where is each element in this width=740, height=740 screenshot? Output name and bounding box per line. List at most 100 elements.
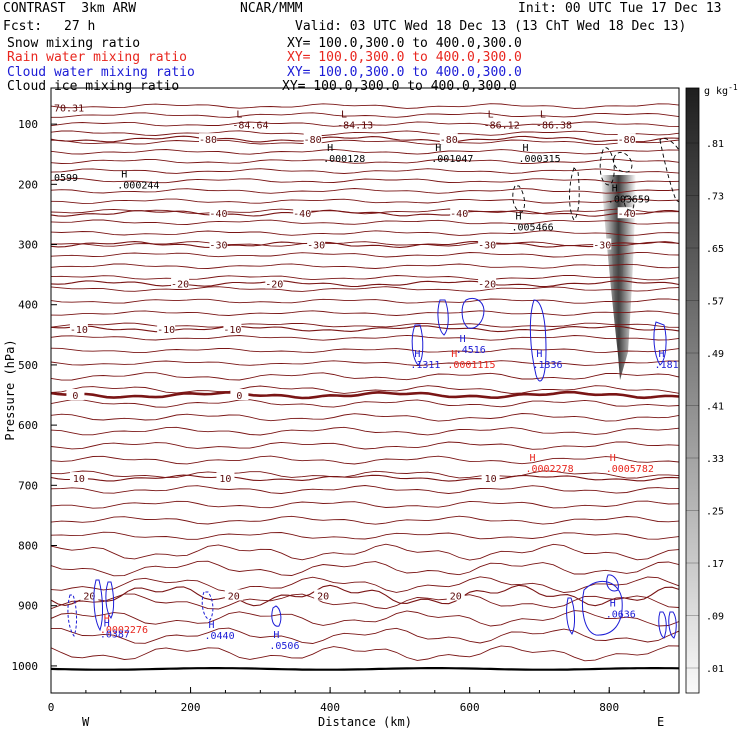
isotherm-label: -80 (304, 135, 322, 146)
extremum-value: -84.13 (337, 120, 373, 131)
extremum-value: .1336 (532, 360, 562, 371)
isotherm (51, 274, 679, 281)
cloud-water-contour (653, 321, 667, 366)
isotherm (51, 576, 679, 593)
extremum-value: .0005782 (606, 464, 654, 475)
isotherm (51, 168, 679, 174)
extremum-value: -84.64 (232, 120, 268, 131)
isotherm (51, 310, 679, 316)
extrema-labels: L-84.64L-84.13L-86.12L-86.38H.000128H.00… (54, 103, 679, 652)
extremum-value: .001047 (431, 154, 473, 165)
isotherm-label-bg (80, 589, 99, 601)
extremum-value: .000244 (117, 181, 159, 192)
isotherm-label: -20 (171, 280, 189, 291)
field-name-rain: Rain water mixing ratio (7, 50, 188, 65)
isotherm (51, 645, 679, 662)
cloud-water-contour (93, 579, 103, 632)
isotherm-label-bg (209, 238, 228, 250)
edge-label: 0599 (54, 173, 78, 184)
isotherm (51, 347, 679, 354)
isotherm-label: 10 (485, 474, 497, 485)
isotherm-label-bg (617, 133, 636, 145)
extremum-marker: H (536, 349, 542, 360)
isotherm-label: -20 (265, 280, 283, 291)
isotherm (51, 130, 679, 136)
isotherm-labelled (51, 209, 679, 217)
colorbar-label: .41 (706, 402, 724, 413)
y-tick-label: 100 (18, 118, 38, 131)
isotherm (51, 455, 679, 465)
isotherm-label: -40 (209, 209, 227, 220)
y-tick-label: 400 (18, 299, 38, 312)
extremum-marker: H (273, 630, 279, 641)
isotherm (51, 426, 679, 436)
isotherm-label: -80 (199, 135, 217, 146)
extremum-value: .1311 (410, 360, 440, 371)
ice-contour (659, 138, 679, 203)
extremum-marker: L (236, 109, 242, 120)
y-tick-label: 300 (18, 239, 38, 252)
isotherm (51, 121, 679, 127)
isotherm-label-bg (617, 207, 636, 219)
cloud-water-contour (606, 574, 619, 592)
cloud-water-contour (105, 581, 115, 619)
colorbar-label: .01 (706, 664, 724, 675)
isotherm-label-bg (478, 238, 497, 250)
isotherm-label: -10 (157, 325, 175, 336)
isotherm-label: -80 (618, 135, 636, 146)
extremum-value: .0440 (204, 631, 234, 642)
ice-contour (623, 195, 635, 211)
colorbar-unit-base: g kg (704, 86, 728, 97)
isotherm-label-bg (209, 207, 228, 219)
extremum-value: .0387 (100, 630, 130, 641)
isotherm-lines: -80 -80 -80 -80 -40 -40 -40 -40 -30 -30 -30 -30 -20 -… (51, 103, 679, 671)
extremum-marker: H (104, 619, 110, 630)
y-tick-label: 700 (18, 479, 38, 492)
colorbar-unit-exp: -1 (728, 83, 738, 92)
isotherm (51, 139, 679, 145)
cloud-water-contour (582, 580, 623, 636)
isotherm-label-bg (303, 133, 322, 145)
colorbar-label: .49 (706, 349, 724, 360)
isotherm-label-bg (69, 472, 88, 484)
isotherm (51, 413, 679, 422)
y-tick-label: 200 (18, 178, 38, 191)
field-name-snow: Snow mixing ratio (7, 36, 141, 51)
isotherm-label: 10 (219, 474, 231, 485)
isotherm-label: 0 (72, 391, 78, 402)
isotherm (51, 198, 679, 204)
extremum-marker: H (327, 143, 333, 154)
x-tick-label: 400 (320, 701, 340, 714)
isotherm-labelled (51, 241, 679, 248)
isotherm-label: -10 (70, 325, 88, 336)
isotherm (51, 103, 679, 109)
isotherm-labelled (51, 584, 679, 607)
isotherm-label-bg (439, 133, 458, 145)
extremum-marker: H (414, 349, 420, 360)
field-name-cloudwater: Cloud water mixing ratio (7, 65, 195, 80)
extremum-marker: H (612, 183, 618, 194)
extremum-marker: H (659, 349, 665, 360)
extremum-value: .005466 (512, 223, 554, 234)
isotherm (51, 610, 679, 627)
field-xy-snow: XY= 100.0,300.0 to 400.0,300.0 (287, 36, 522, 51)
cloud-water-contour (201, 591, 214, 621)
isotherm (51, 334, 679, 341)
isotherm (51, 399, 679, 408)
isotherm-label: -30 (478, 241, 496, 252)
isotherm-label-bg (265, 277, 284, 289)
isotherm (51, 230, 679, 236)
extremum-marker: H (121, 170, 127, 181)
isotherm-labelled (51, 390, 679, 400)
isotherm-label: 10 (73, 474, 85, 485)
cloud-water-contour (67, 594, 77, 638)
isotherm (51, 112, 679, 118)
isotherm-labelled (51, 280, 679, 288)
colorbar-unit: g kg-1 (704, 83, 738, 97)
y-tick-label: 600 (18, 419, 38, 432)
extremum-value: .000315 (518, 154, 560, 165)
isotherm-label: -40 (618, 209, 636, 220)
isotherm-label: -30 (307, 241, 325, 252)
colorbar-ticks: .81 .73 .65 .57 .49 .41 .33 .25 .17 .09 .01 (686, 139, 724, 675)
isotherm (51, 560, 679, 577)
